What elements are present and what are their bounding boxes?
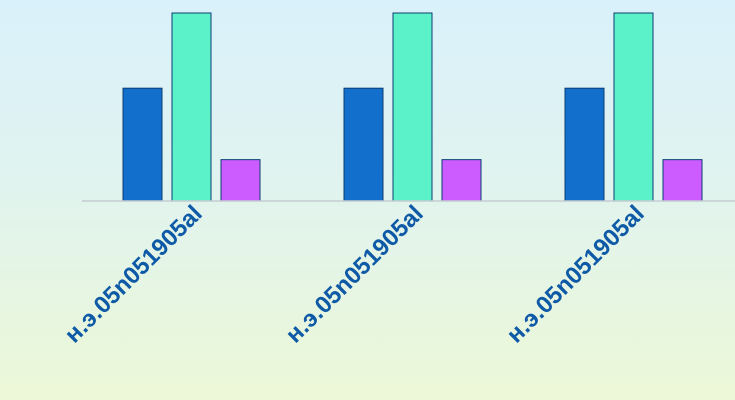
x-tick-labels: н.э.05n051905al н.э.05n051905al н.э.05n051… [60,200,650,348]
bar-group2-series2 [392,12,433,202]
bar-group3-series2 [613,12,654,202]
bars-layer [122,12,703,202]
bar-group3-series1 [564,87,605,202]
bar-group3-series3 [662,159,703,202]
bar-group2-series3 [441,159,482,202]
bar-group1-series1 [122,87,163,202]
bar-group1-series2 [171,12,212,202]
bar-group1-series3 [220,159,261,202]
x-tick-label: н.э.05n051905al [502,200,650,348]
x-tick-label: н.э.05n051905al [60,200,208,348]
bar-group2-series1 [343,87,384,202]
x-tick-label: н.э.05n051905al [281,200,429,348]
